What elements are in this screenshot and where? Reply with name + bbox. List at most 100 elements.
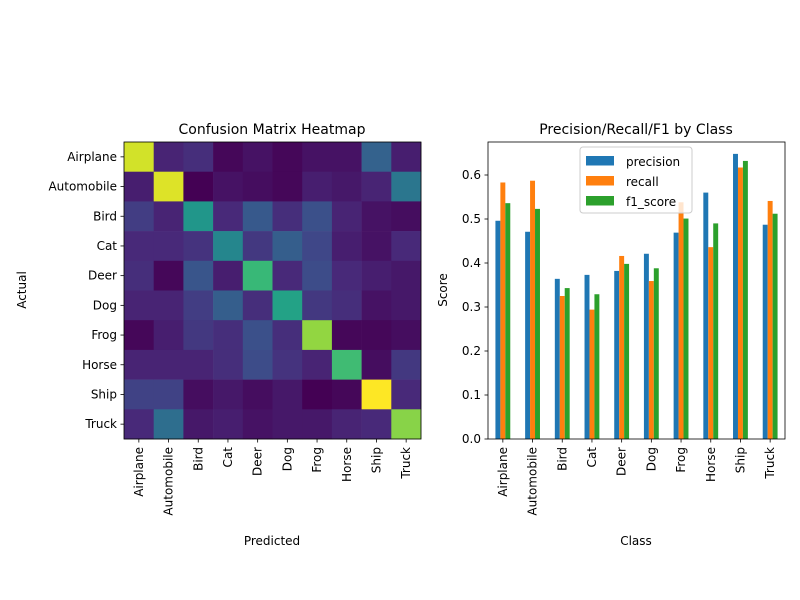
heatmap-cell-4-5 [272,260,303,291]
heatmap-x-ticks: Airplane Automobile Bird Cat Deer Dog Frog Hors… [132,439,413,516]
legend-label-f1_score: f1_score [626,195,676,209]
bar-y-tick-label: 0.5 [462,212,481,226]
heatmap-cell-0-4 [242,142,273,172]
heatmap-cell-5-8 [361,290,392,321]
bar-recall-horse [708,247,714,439]
heatmap-cell-3-0 [124,231,154,262]
heatmap-x-tick-label: Truck [399,447,413,480]
heatmap-cell-6-0 [124,320,154,351]
heatmap-cell-2-5 [272,201,303,232]
heatmap-cell-1-7 [331,171,362,202]
heatmap-cell-8-1 [153,379,184,410]
heatmap-cell-6-5 [272,320,303,351]
heatmap-cell-3-4 [242,231,273,262]
heatmap-cell-5-3 [213,290,244,321]
heatmap-frame [123,141,422,440]
heatmap-x-tick-label: Horse [340,447,354,482]
heatmap-cell-9-6 [302,409,333,440]
heatmap-cell-2-6 [302,201,333,232]
heatmap-y-tick-label: Dog [93,298,117,312]
confusion-matrix-panel: Confusion Matrix Heatmap Airplane Automob… [15,122,422,548]
heatmap-x-tick-label: Deer [251,447,265,476]
bar-f1_score-deer [624,263,630,439]
heatmap-cell-5-9 [391,290,422,321]
heatmap-cell-7-9 [391,349,422,380]
heatmap-x-tick-label: Bird [191,447,205,471]
bar-x-tick-label: Dog [644,447,658,471]
heatmap-cell-2-8 [361,201,392,232]
heatmap-cell-3-1 [153,231,184,262]
heatmap-cell-8-4 [242,379,273,410]
heatmap-cell-7-1 [153,349,184,380]
heatmap-cell-9-0 [124,409,154,440]
bar-f1_score-cat [594,294,600,439]
heatmap-x-tick-label: Ship [369,447,383,473]
heatmap-cell-7-8 [361,349,392,380]
bar-x-tick-label: Frog [674,447,688,473]
bar-recall-automobile [530,180,536,439]
heatmap-cell-3-3 [213,231,244,262]
heatmap-y-tick-label: Bird [93,209,117,223]
heatmap-cell-6-4 [242,320,273,351]
heatmap-cell-4-2 [183,260,214,291]
bar-recall-truck [767,200,773,439]
heatmap-cell-9-8 [361,409,392,440]
heatmap-cell-3-8 [361,231,392,262]
heatmap-x-tick-label: Airplane [132,447,146,497]
heatmap-cell-3-9 [391,231,422,262]
precision-recall-panel: Precision/Recall/F1 by Class 0.00.10.20.… [436,122,786,548]
heatmap-y-tick-label: Airplane [67,150,117,164]
heatmap-cell-4-0 [124,260,154,291]
bar-precision-horse [703,192,709,439]
bar-precision-dog [643,253,649,439]
heatmap-cell-1-6 [302,171,333,202]
bar-y-axis-label: Score [436,273,450,307]
heatmap-cell-9-1 [153,409,184,440]
bar-x-tick-label: Horse [704,447,718,482]
bar-recall-cat [589,309,595,439]
heatmap-cell-1-8 [361,171,392,202]
bar-f1_score-bird [564,288,570,439]
heatmap-cell-3-2 [183,231,214,262]
bar-x-axis-label: Class [620,534,652,548]
heatmap-cell-8-5 [272,379,303,410]
bar-y-tick-label: 0.1 [462,388,481,402]
heatmap-cell-8-6 [302,379,333,410]
heatmap-y-ticks: Airplane Automobile Bird Cat Deer Dog Frog Hors… [48,150,124,431]
heatmap-y-tick-label: Truck [84,417,117,431]
heatmap-x-tick-label: Frog [310,447,324,473]
heatmap-cell-5-5 [272,290,303,321]
heatmap-x-tick-label: Cat [221,447,235,468]
bar-x-tick-label: Airplane [496,447,510,497]
heatmap-cell-4-7 [331,260,362,291]
heatmap-cell-0-0 [124,142,154,172]
heatmap-cell-6-7 [331,320,362,351]
bar-precision-ship [733,153,738,439]
heatmap-cell-2-0 [124,201,154,232]
heatmap-cell-8-3 [213,379,244,410]
heatmap-cell-5-4 [242,290,273,321]
bar-y-tick-label: 0.2 [462,344,481,358]
bar-recall-dog [648,281,654,439]
bar-y-tick-label: 0.0 [462,432,481,446]
heatmap-x-axis-label: Predicted [244,534,300,548]
heatmap-x-tick-label: Dog [280,447,294,471]
heatmap-cell-0-3 [213,142,244,172]
heatmap-cell-9-7 [331,409,362,440]
bar-precision-bird [554,278,560,439]
bar-legend: precision recall f1_score [579,146,693,214]
heatmap-cell-0-2 [183,142,214,172]
heatmap-cell-9-5 [272,409,303,440]
bar-plot-frame [487,141,786,440]
legend-swatch-f1_score [586,196,614,206]
bar-f1_score-dog [653,268,659,439]
bar-precision-truck [762,224,768,439]
heatmap-cell-6-2 [183,320,214,351]
heatmap-cell-5-0 [124,290,154,321]
bar-x-tick-label: Truck [763,447,777,480]
heatmap-y-tick-label: Ship [91,387,117,401]
bar-recall-deer [619,255,625,439]
bar-x-tick-label: Deer [615,447,629,476]
heatmap-cell-9-3 [213,409,244,440]
